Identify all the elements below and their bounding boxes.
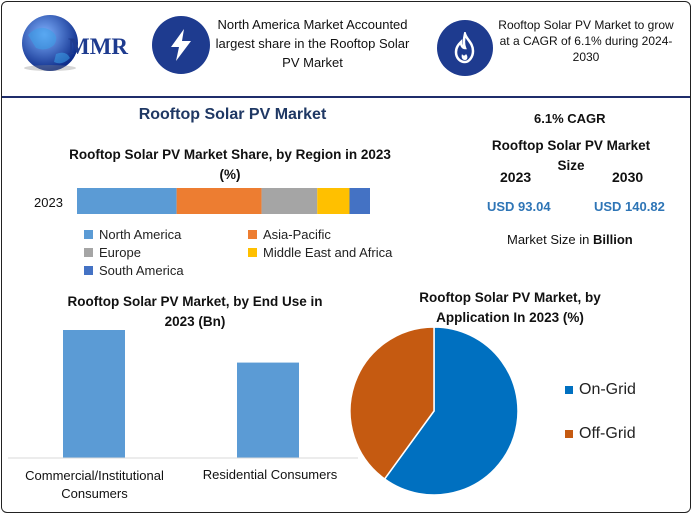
legend-label: North America — [99, 227, 182, 242]
enduse-bar-chart — [8, 330, 358, 459]
region-chart-category-label: 2023 — [34, 195, 63, 210]
region-legend-item-2: Asia-Pacific — [248, 227, 331, 242]
header-box1-text: North America Market Accounted largest s… — [215, 17, 410, 70]
header-box2-text: Rooftop Solar PV Market to grow at a CAG… — [498, 18, 674, 64]
value-2023: USD 93.04 — [487, 199, 551, 214]
year-2030-label: 2030 — [612, 169, 644, 185]
region-legend-item-5: South America — [84, 263, 184, 278]
cagr-label: 6.1% CAGR — [534, 111, 606, 126]
region-bar-segment-3 — [261, 188, 318, 214]
region-stacked-bar — [77, 188, 370, 214]
lightning-icon — [171, 29, 191, 61]
pie-slice-off-grid — [349, 326, 435, 481]
unit-note-prefix: Market Size in — [507, 232, 593, 247]
legend-label: On-Grid — [579, 381, 636, 398]
year-2023-label: 2023 — [500, 169, 532, 185]
unit-note-bold: Billion — [592, 232, 633, 247]
region-legend-item-4: Middle East and Africa — [248, 245, 392, 260]
legend-label: South America — [99, 263, 184, 278]
logo-text: MMR — [68, 34, 129, 59]
legend-label: Middle East and Africa — [263, 245, 393, 260]
legend-swatch — [248, 230, 257, 239]
header-divider — [2, 96, 690, 98]
legend-swatch — [84, 230, 93, 239]
unit-note: Market Size in Billion — [507, 232, 633, 247]
logo: MMR — [10, 10, 140, 80]
market-size-title: Rooftop Solar PV Market Size — [491, 138, 651, 173]
header-icon-circle-1 — [152, 16, 210, 74]
enduse-bar-2 — [237, 362, 299, 458]
region-legend-item-1: North America — [84, 227, 181, 242]
enduse-category-label-2: Residential Consumers — [202, 467, 338, 482]
region-bar-segment-5 — [349, 188, 370, 214]
application-legend-item-2: Off-Grid — [565, 425, 636, 443]
legend-label: Asia-Pacific — [263, 227, 331, 242]
globe-icon — [22, 15, 78, 71]
region-bar-segment-4 — [317, 188, 350, 214]
legend-swatch — [84, 248, 93, 257]
enduse-chart-title: Rooftop Solar PV Market, by End Use in 2… — [67, 294, 323, 329]
flame-icon — [454, 32, 475, 64]
legend-swatch — [84, 266, 93, 275]
legend-label: Europe — [99, 245, 141, 260]
application-pie-chart — [349, 326, 519, 496]
enduse-bar-1 — [63, 330, 125, 458]
region-chart-title: Rooftop Solar PV Market Share, by Region… — [69, 147, 391, 182]
legend-swatch — [248, 248, 257, 257]
region-bar-segment-1 — [77, 188, 177, 214]
pie-slice-on-grid — [383, 326, 519, 496]
region-legend-item-3: Europe — [84, 245, 141, 260]
page-title: Rooftop Solar PV Market — [138, 106, 327, 123]
value-2030: USD 140.82 — [594, 199, 665, 214]
application-legend-item-1: On-Grid — [565, 381, 636, 399]
legend-swatch — [565, 386, 573, 394]
legend-swatch — [565, 430, 573, 438]
enduse-category-label-1: Commercial/Institutional Consumers — [25, 468, 164, 501]
header-icon-circle-2 — [437, 20, 493, 76]
region-bar-segment-2 — [176, 188, 262, 214]
legend-label: Off-Grid — [579, 425, 636, 442]
application-chart-title: Rooftop Solar PV Market, by Application … — [419, 290, 601, 325]
